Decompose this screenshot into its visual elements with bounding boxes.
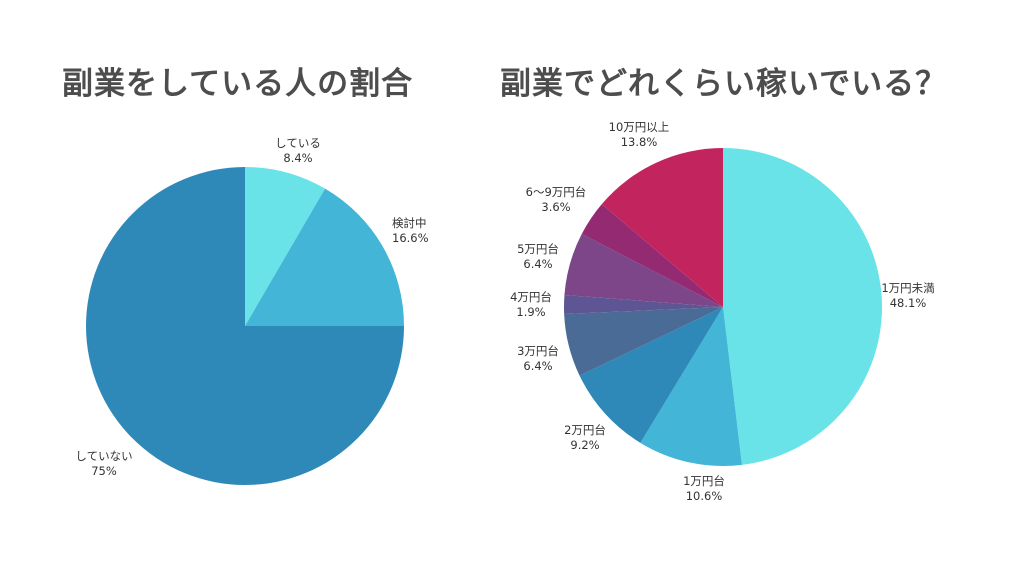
slice-category: 1万円台 <box>683 474 725 488</box>
slice-label: 1万円台 10.6% <box>683 474 725 503</box>
slice-percent: 1.9% <box>516 305 545 319</box>
slice-category: 3万円台 <box>517 344 559 358</box>
pie-slice <box>564 307 723 376</box>
slice-category: 検討中 <box>392 216 427 230</box>
slice-label: 6〜9万円台 3.6% <box>526 185 587 214</box>
slice-percent: 8.4% <box>283 151 312 165</box>
slice-category: していない <box>75 449 132 463</box>
slice-label: 10万円以上 13.8% <box>609 120 670 149</box>
slice-label: している 8.4% <box>275 136 321 165</box>
slice-label: 2万円台 9.2% <box>564 423 606 452</box>
slice-percent: 9.2% <box>570 438 599 452</box>
slice-percent: 48.1% <box>890 296 927 310</box>
pie-slice <box>579 307 723 443</box>
slice-percent: 6.4% <box>523 359 552 373</box>
slice-percent: 10.6% <box>686 489 723 503</box>
slice-category: 6〜9万円台 <box>526 185 587 199</box>
slice-category: している <box>275 136 321 150</box>
slice-label: 3万円台 6.4% <box>517 344 559 373</box>
slice-label: 4万円台 1.9% <box>510 290 552 319</box>
pie-slice <box>86 167 404 485</box>
slice-percent: 13.8% <box>621 135 658 149</box>
right-pie-chart: 1万円未満 48.1%1万円台 10.6%2万円台 9.2%3万円台 6.4%4万円台 1… <box>510 120 935 503</box>
pie-slice <box>245 167 326 326</box>
slice-percent: 6.4% <box>523 257 552 271</box>
pie-slice <box>245 188 404 326</box>
slice-percent: 3.6% <box>541 200 570 214</box>
slice-category: 2万円台 <box>564 423 606 437</box>
pie-slice <box>640 307 742 467</box>
pie-slice <box>601 148 723 307</box>
slice-category: 4万円台 <box>510 290 552 304</box>
pie-slice <box>564 233 723 307</box>
left-pie-chart: している 8.4% 検討中 16.6% していない 75% <box>75 136 429 485</box>
pie-slice <box>563 295 723 314</box>
right-chart-title: 副業でどれくらい稼いでいる？ <box>500 66 948 102</box>
slice-label: していない 75% <box>75 449 132 478</box>
slice-label: 検討中 16.6% <box>392 216 429 245</box>
slice-label: 5万円台 6.4% <box>517 242 559 271</box>
left-chart-title: 副業をしている人の割合 <box>62 66 414 102</box>
slice-category: 5万円台 <box>517 242 559 256</box>
slice-percent: 75% <box>91 464 117 478</box>
pie-slice <box>581 204 723 307</box>
slice-category: 1万円未満 <box>881 281 934 295</box>
slice-category: 10万円以上 <box>609 120 670 134</box>
pie-slice <box>723 148 883 465</box>
slice-label: 1万円未満 48.1% <box>881 281 934 310</box>
slice-percent: 16.6% <box>392 231 429 245</box>
